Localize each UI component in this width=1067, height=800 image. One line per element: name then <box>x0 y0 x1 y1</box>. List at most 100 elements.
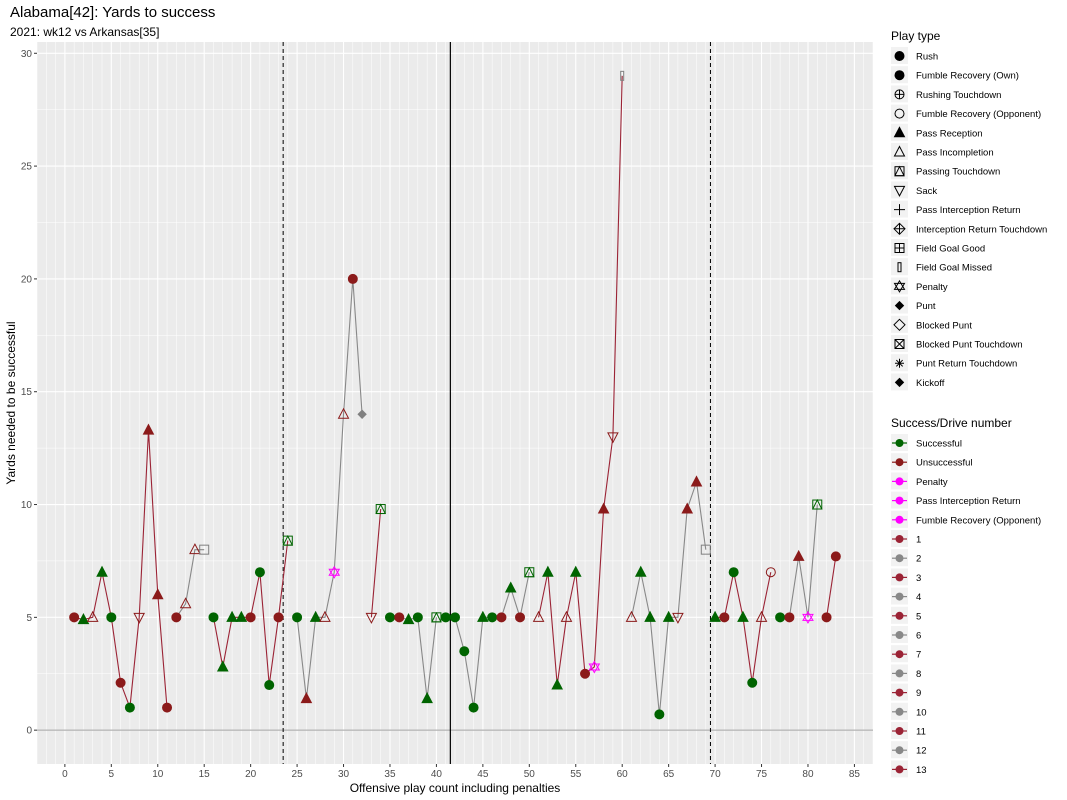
legend-label-rush: Rush <box>916 52 938 63</box>
point-pass-reception <box>504 581 517 593</box>
point-passing-touchdown <box>811 498 823 510</box>
point-pass-reception <box>142 423 155 435</box>
point-rush <box>384 612 395 623</box>
legend-dot-7 <box>895 650 904 659</box>
point-pass-reception <box>477 610 489 622</box>
point-pass-reception <box>421 691 433 704</box>
x-tick-label: 45 <box>477 769 489 780</box>
x-tick-label: 40 <box>431 769 443 780</box>
x-tick-label: 30 <box>338 769 350 780</box>
legend-key-bg <box>891 258 908 276</box>
legend-label-unsuccessful: Unsuccessful <box>916 458 973 469</box>
legend-key-bg <box>891 181 908 199</box>
legend-key-bg <box>891 104 908 122</box>
x-tick-label: 5 <box>109 769 115 780</box>
point-rush <box>468 702 479 713</box>
legend-key-pass-interception-return <box>894 204 905 216</box>
point-sack <box>672 612 684 624</box>
drive-4-line <box>296 278 363 699</box>
point-rush <box>292 612 303 623</box>
legend-label-8: 8 <box>916 669 921 680</box>
legend-key-kickoff <box>894 377 905 388</box>
point-passing-touchdown <box>375 503 386 515</box>
legend-key-rushing-touchdown <box>894 89 905 100</box>
point-pass-reception <box>709 610 721 622</box>
legend-dot-1 <box>895 535 904 543</box>
point-pass-incompletion <box>560 610 573 622</box>
point-rush <box>784 612 795 623</box>
point-rush <box>775 612 786 623</box>
legend-key-pass-incompletion <box>893 145 906 157</box>
chart-subtitle: 2021: wk12 vs Arkansas[35] <box>10 25 160 39</box>
legend-label-pass-incompletion: Pass Incompletion <box>916 148 994 159</box>
y-axis-title: Yards needed to be successful <box>4 321 18 484</box>
legend-success-title: Success/Drive number <box>891 416 1012 430</box>
point-pass-reception <box>792 549 805 561</box>
legend-label-interception-return-touchdown: Interception Return Touchdown <box>916 224 1047 235</box>
y-tick-label: 0 <box>26 726 32 737</box>
y-tick-label: 10 <box>21 500 33 511</box>
legend-label-12: 12 <box>916 746 927 757</box>
point-pass-reception <box>542 565 554 577</box>
y-tick-label: 15 <box>21 387 33 398</box>
legend-label-field-goal-missed: Field Goal Missed <box>916 263 992 274</box>
legend-label-1: 1 <box>916 535 921 546</box>
point-rush <box>208 612 219 623</box>
point-pass-reception <box>634 565 647 577</box>
point-field-goal-missed <box>700 544 711 555</box>
legend-label-blocked-punt-touchdown: Blocked Punt Touchdown <box>916 340 1023 351</box>
point-pass-reception <box>96 565 108 577</box>
y-tick-label: 25 <box>21 162 33 173</box>
legends: Play type Rush Fumble Recovery (Own) Rushin… <box>891 29 1047 778</box>
point-rush <box>115 677 126 688</box>
point-pass-incompletion <box>755 610 768 622</box>
legend-dot-5 <box>895 611 904 620</box>
legend-dot-11 <box>895 727 904 735</box>
legend-label-blocked-punt: Blocked Punt <box>916 320 972 331</box>
legend-dot-pass-interception-return <box>895 496 904 505</box>
point-rush <box>69 612 80 623</box>
point-rush <box>440 612 451 623</box>
point-pass-incompletion <box>625 610 638 622</box>
legend-label-passing-touchdown: Passing Touchdown <box>916 167 1000 178</box>
legend-label-fumble-recovery-opponent: Fumble Recovery (Opponent) <box>916 109 1041 120</box>
point-rush <box>830 551 841 562</box>
point-field-goal-missed <box>199 544 210 555</box>
legend-label-punt-return-touchdown: Punt Return Touchdown <box>916 359 1017 370</box>
legend-key-passing-touchdown <box>894 165 905 177</box>
point-rush <box>162 702 173 713</box>
x-tick-label: 70 <box>710 769 722 780</box>
point-rush <box>171 612 182 623</box>
x-tick-label: 10 <box>152 769 164 780</box>
y-tick-label: 20 <box>21 274 33 285</box>
x-tick-label: 85 <box>849 769 861 780</box>
point-rush <box>719 612 730 623</box>
x-tick-label: 60 <box>617 769 629 780</box>
legend-dot-10 <box>895 707 904 716</box>
legend-dot-2 <box>895 554 904 563</box>
point-pass-reception <box>737 610 749 622</box>
point-rush <box>254 567 265 578</box>
point-rush <box>264 680 275 691</box>
x-tick-label: 80 <box>802 769 814 780</box>
legend-label-3: 3 <box>916 573 921 584</box>
legend-label-successful: Successful <box>916 439 962 450</box>
legend-dot-penalty <box>895 477 904 486</box>
point-sack <box>133 612 146 624</box>
legend-label-5: 5 <box>916 611 921 622</box>
x-tick-label: 55 <box>570 769 582 780</box>
legend-key-bg <box>891 315 908 333</box>
point-rush <box>412 612 423 623</box>
legend-label-sack: Sack <box>916 186 937 197</box>
point-passing-touchdown <box>524 566 535 578</box>
point-pass-reception <box>235 610 248 622</box>
legend-label-penalty: Penalty <box>916 477 948 488</box>
point-pass-reception <box>662 610 675 622</box>
legend-dot-6 <box>895 631 904 639</box>
legend-label-penalty: Penalty <box>916 282 948 293</box>
reference-lines <box>37 42 873 764</box>
point-rush <box>487 612 498 623</box>
x-tick-label: 0 <box>62 769 68 780</box>
point-rush <box>450 612 460 623</box>
